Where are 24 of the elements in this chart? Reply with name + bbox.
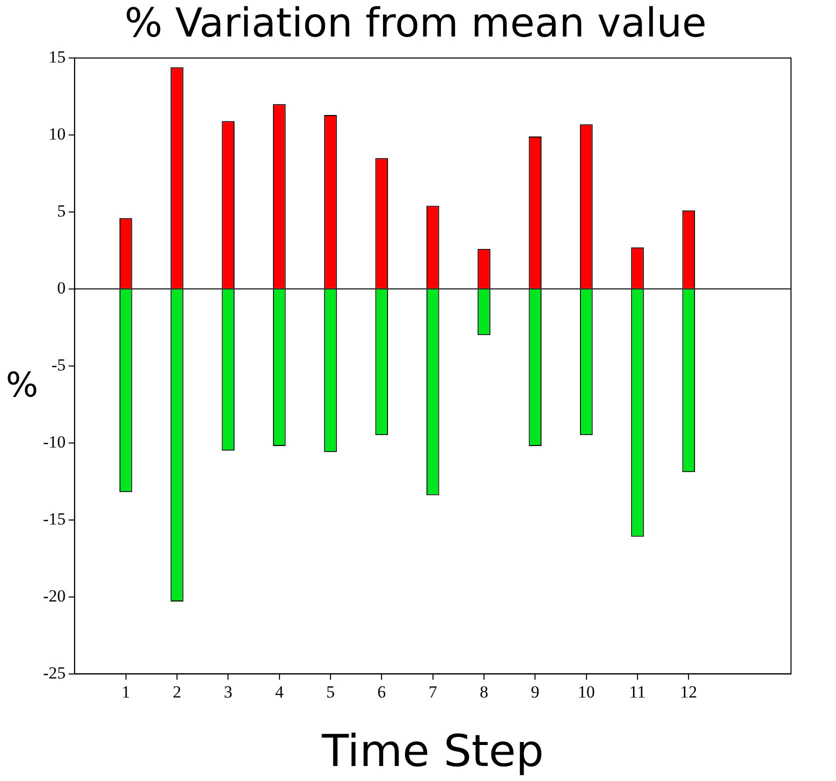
- x-tick-label: 3: [224, 682, 232, 702]
- x-tick-label: 9: [530, 682, 540, 702]
- x-tick-label: 4: [275, 682, 284, 702]
- x-tick-label: 6: [377, 682, 386, 702]
- x-tick-label: 1: [122, 682, 130, 702]
- x-tick-label: 7: [428, 682, 438, 702]
- y-tick-label: 0: [57, 278, 66, 298]
- x-axis-title: Time Step: [320, 726, 544, 778]
- x-tick-label: 5: [326, 682, 335, 702]
- x-tick-label: 10: [578, 682, 595, 702]
- y-tick-label: -20: [42, 586, 66, 606]
- x-tick-label: 2: [172, 682, 182, 702]
- x-tick-label: 12: [680, 682, 698, 702]
- y-tick-label: 15: [48, 47, 66, 66]
- y-tick-label: 10: [48, 124, 66, 144]
- y-axis-title: %: [6, 366, 38, 406]
- y-tick-label: -10: [42, 432, 66, 452]
- x-tick-label: 11: [629, 682, 646, 702]
- y-tick-label: -5: [51, 355, 66, 374]
- chart-title: % Variation from mean value: [124, 0, 707, 46]
- y-tick-label: -15: [42, 509, 66, 528]
- y-tick-label: -25: [42, 663, 66, 682]
- x-tick-label: 8: [480, 682, 488, 702]
- y-tick-label: 5: [57, 201, 66, 220]
